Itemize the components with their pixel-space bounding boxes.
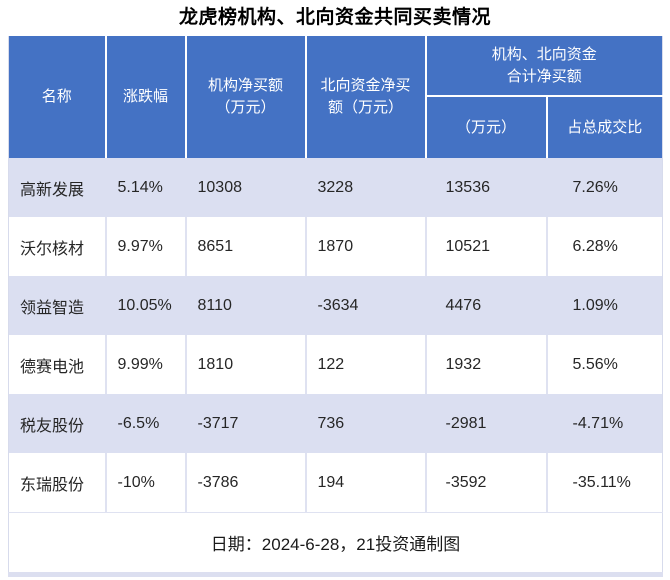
inst-net-buy-cell: 1810	[185, 335, 307, 394]
table-header: 名称 涨跌幅 机构净买额 （万元） 北向资金净买 额（万元） 机构、北向资金 合…	[8, 36, 663, 158]
change-cell: 9.97%	[105, 217, 187, 276]
lhb-table: 名称 涨跌幅 机构净买额 （万元） 北向资金净买 额（万元） 机构、北向资金 合…	[8, 36, 664, 577]
north-net-buy-cell: 122	[305, 335, 427, 394]
stock-name-cell: 沃尔核材	[8, 217, 107, 276]
stock-name-cell: 德赛电池	[8, 335, 107, 394]
change-cell: 5.14%	[105, 158, 187, 217]
combined-amount-cell: 4476	[425, 276, 548, 335]
inst-net-buy-cell: -3786	[185, 453, 307, 513]
table-row: 税友股份 -6.5% -3717 736 -2981 -4.71%	[8, 394, 663, 453]
combined-amount-cell: 10521	[425, 217, 548, 276]
inst-net-buy-cell: 8110	[185, 276, 307, 335]
source-note: 日期：2024-6-28，21投资通制图	[8, 512, 663, 575]
col-header-combined-group: 机构、北向资金 合计净买额	[425, 36, 663, 97]
combined-pct-cell: 1.09%	[546, 276, 663, 335]
table-row: 德赛电池 9.99% 1810 122 1932 5.56%	[8, 335, 663, 394]
col-header-combined-pct: 占总成交比	[546, 96, 663, 158]
col-header-inst-net-buy: 机构净买额 （万元）	[185, 36, 307, 158]
north-net-buy-cell: 736	[305, 394, 427, 453]
table-row: 东瑞股份 -10% -3786 194 -3592 -35.11%	[8, 453, 663, 513]
table-row: 领益智造 10.05% 8110 -3634 4476 1.09%	[8, 276, 663, 335]
table-row: 沃尔核材 9.97% 8651 1870 10521 6.28%	[8, 217, 663, 276]
col-header-north-net-buy: 北向资金净买 额（万元）	[305, 36, 427, 158]
table-body: 高新发展 5.14% 10308 3228 13536 7.26% 沃尔核材 9…	[8, 158, 663, 513]
stock-name-cell: 税友股份	[8, 394, 107, 453]
north-net-buy-cell: 194	[305, 453, 427, 513]
combined-pct-cell: 6.28%	[546, 217, 663, 276]
combined-amount-cell: -2981	[425, 394, 548, 453]
north-net-buy-cell: 1870	[305, 217, 427, 276]
col-header-combined-amount: （万元）	[425, 96, 548, 158]
change-cell: 9.99%	[105, 335, 187, 394]
combined-pct-cell: -4.71%	[546, 394, 663, 453]
change-cell: 10.05%	[105, 276, 187, 335]
combined-pct-cell: 5.56%	[546, 335, 663, 394]
combined-amount-cell: 13536	[425, 158, 548, 217]
inst-net-buy-cell: 10308	[185, 158, 307, 217]
combined-pct-cell: -35.11%	[546, 453, 663, 513]
change-cell: -10%	[105, 453, 187, 513]
change-cell: -6.5%	[105, 394, 187, 453]
inst-net-buy-cell: -3717	[185, 394, 307, 453]
combined-amount-cell: -3592	[425, 453, 548, 513]
col-header-name: 名称	[8, 36, 107, 158]
combined-pct-cell: 7.26%	[546, 158, 663, 217]
north-net-buy-cell: 3228	[305, 158, 427, 217]
stock-name-cell: 东瑞股份	[8, 453, 107, 513]
page-title: 龙虎榜机构、北向资金共同买卖情况	[178, 7, 491, 28]
north-net-buy-cell: -3634	[305, 276, 427, 335]
inst-net-buy-cell: 8651	[185, 217, 307, 276]
stock-name-cell: 高新发展	[8, 158, 107, 217]
table-row: 高新发展 5.14% 10308 3228 13536 7.26%	[8, 158, 663, 217]
stock-name-cell: 领益智造	[8, 276, 107, 335]
combined-amount-cell: 1932	[425, 335, 548, 394]
table-footer: 日期：2024-6-28，21投资通制图	[8, 512, 663, 575]
col-header-change: 涨跌幅	[105, 36, 187, 158]
